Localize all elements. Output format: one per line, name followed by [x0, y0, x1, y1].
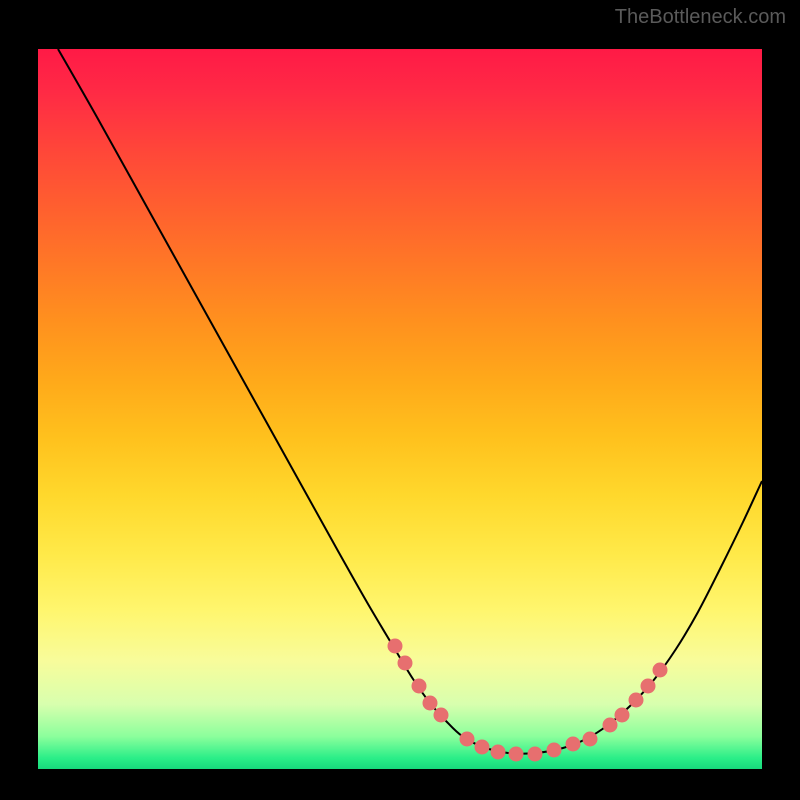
plot-area: [38, 49, 762, 769]
data-marker: [547, 743, 561, 757]
data-marker: [491, 745, 505, 759]
data-marker: [460, 732, 474, 746]
data-marker: [398, 656, 412, 670]
chart-svg: [38, 49, 762, 769]
data-marker: [566, 737, 580, 751]
data-marker: [641, 679, 655, 693]
data-marker: [509, 747, 523, 761]
data-marker: [423, 696, 437, 710]
watermark-text: TheBottleneck.com: [615, 6, 786, 29]
data-marker: [388, 639, 402, 653]
plot-outer-frame: [18, 29, 782, 789]
data-marker: [653, 663, 667, 677]
data-marker: [629, 693, 643, 707]
data-marker: [603, 718, 617, 732]
data-marker: [615, 708, 629, 722]
data-marker: [583, 732, 597, 746]
data-marker: [528, 747, 542, 761]
data-marker: [434, 708, 448, 722]
data-marker: [475, 740, 489, 754]
data-marker: [412, 679, 426, 693]
